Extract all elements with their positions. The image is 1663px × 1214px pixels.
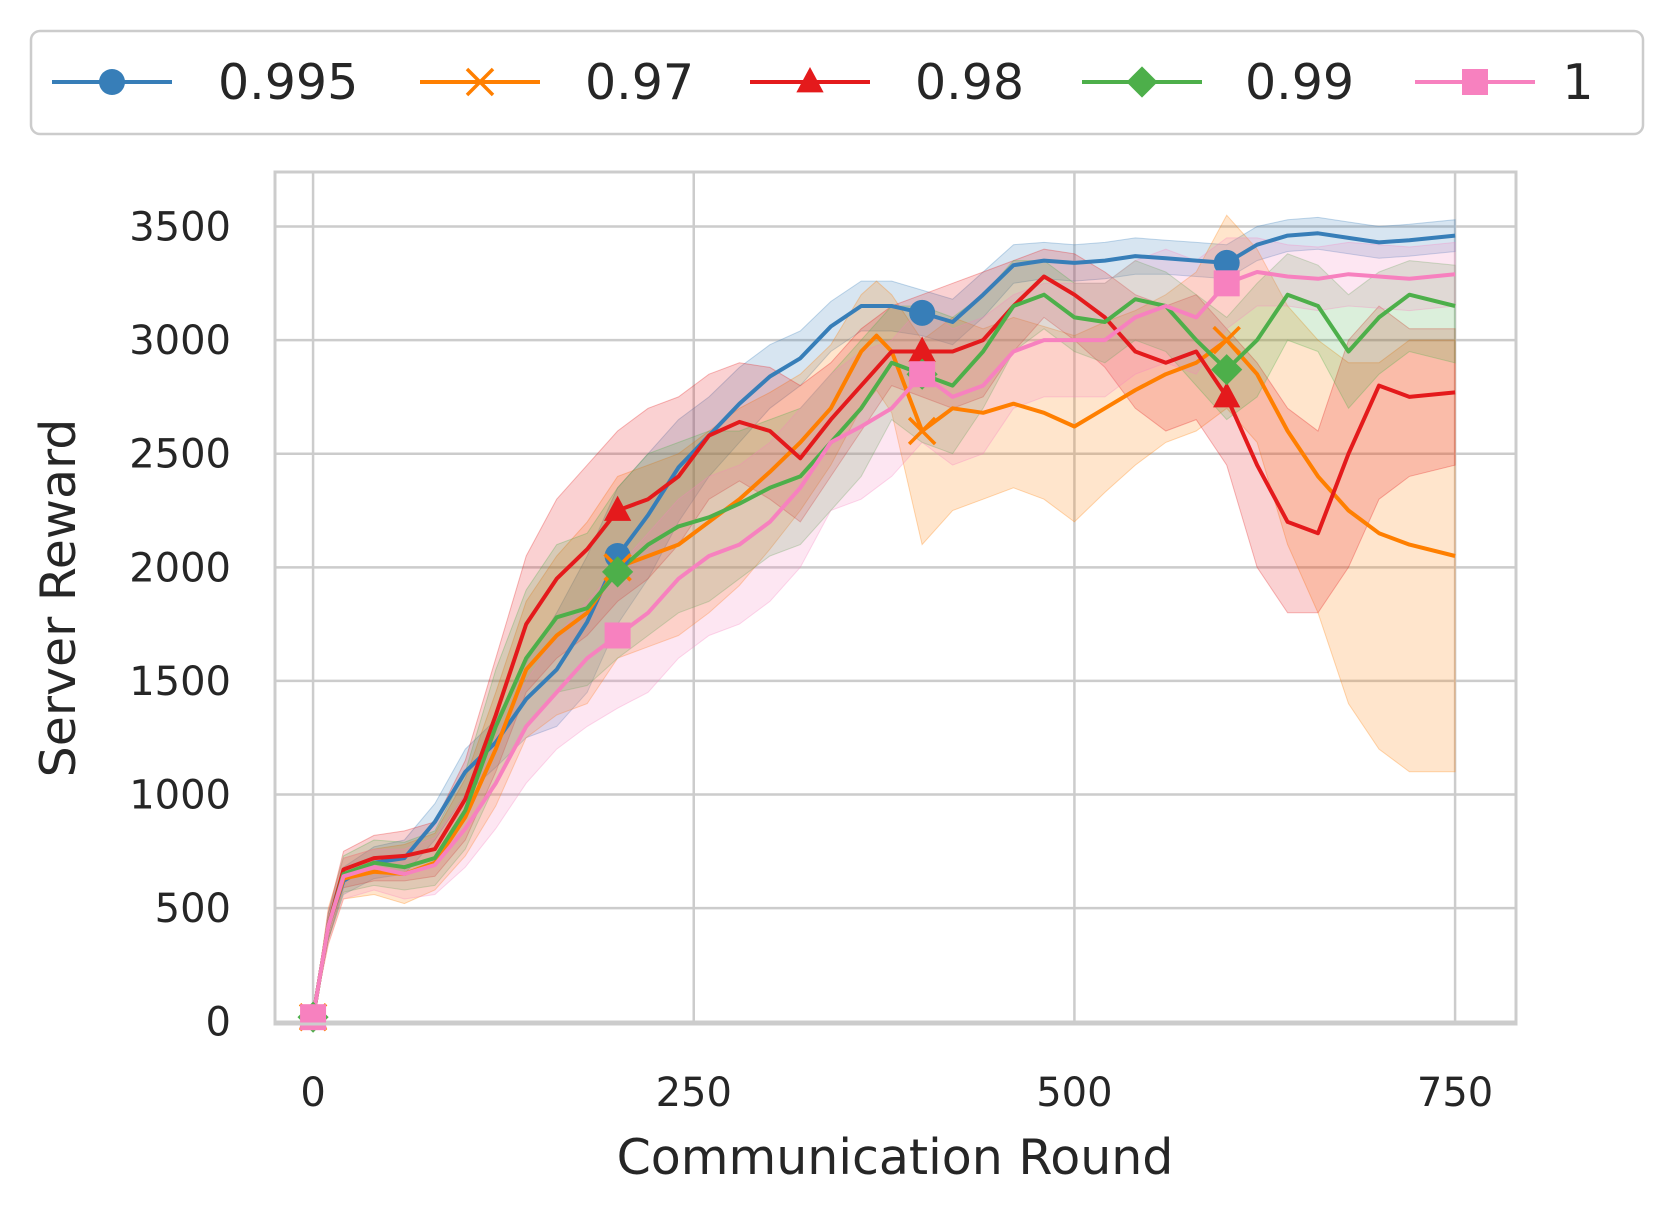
marker-0-99 <box>1211 354 1243 386</box>
marker-0-99 <box>602 556 634 588</box>
marker-0-995 <box>909 299 936 326</box>
legend-marker <box>465 67 495 97</box>
marker-0-995 <box>1213 249 1240 276</box>
marker-1 <box>300 1004 327 1031</box>
y-tick-label: 3500 <box>129 205 231 251</box>
legend-label: 0.99 <box>1245 54 1354 111</box>
legend-label: 0.995 <box>218 54 358 111</box>
plot-area <box>275 172 1516 1024</box>
legend: 0.995 0.97 0.98 0.99 1 <box>29 29 1645 136</box>
legend-label: 0.97 <box>585 54 694 111</box>
legend-marker <box>1462 69 1488 95</box>
marker-1 <box>604 622 631 649</box>
y-axis-label: Server Reward <box>30 419 87 778</box>
series-line-0-995 <box>311 231 1456 1018</box>
legend-label: 0.98 <box>915 54 1024 111</box>
y-tick-label: 3000 <box>129 318 231 364</box>
series-line-1 <box>311 270 1456 1018</box>
legend-marker <box>1126 66 1158 98</box>
x-tick-label: 500 <box>1036 1070 1112 1116</box>
series-line-0-99 <box>311 292 1456 1018</box>
legend-entry-0-99: 0.99 <box>1082 54 1354 111</box>
y-tick-label: 2000 <box>129 545 231 591</box>
marker-1 <box>1213 270 1240 297</box>
marker-1 <box>909 361 936 388</box>
grid <box>275 172 1516 1024</box>
marker-0-97 <box>907 416 937 446</box>
series-lines <box>311 231 1456 1018</box>
marker-0-98 <box>603 495 632 521</box>
series-line-0-98 <box>311 274 1456 1018</box>
x-axis-ticks: 0 250 500 750 <box>300 1070 1493 1116</box>
marker-0-97 <box>1212 325 1241 355</box>
plot-frame <box>273 170 1518 1026</box>
y-tick-label: 0 <box>206 1000 231 1046</box>
legend-label: 1 <box>1562 54 1593 111</box>
x-tick-label: 750 <box>1417 1070 1493 1116</box>
legend-entry-0-995: 0.995 <box>52 54 358 111</box>
y-tick-label: 1500 <box>129 659 231 705</box>
series-markers <box>297 249 1243 1033</box>
y-tick-label: 1000 <box>129 773 231 819</box>
y-axis-ticks: 0 500 1000 1500 2000 2500 3000 3500 <box>129 205 231 1046</box>
marker-0-98 <box>908 336 936 362</box>
y-tick-label: 500 <box>155 886 231 932</box>
x-tick-label: 250 <box>656 1070 732 1116</box>
y-tick-label: 2500 <box>129 432 231 478</box>
legend-marker <box>99 69 125 95</box>
band-0-98 <box>312 248 1456 1018</box>
legend-entry-1: 1 <box>1415 54 1594 111</box>
marker-0-98 <box>1213 381 1241 408</box>
legend-marker <box>796 67 824 93</box>
legend-entry-0-97: 0.97 <box>420 54 694 111</box>
legend-entry-0-98: 0.98 <box>750 54 1024 111</box>
x-tick-label: 0 <box>300 1070 325 1116</box>
x-axis-label: Communication Round <box>617 1129 1174 1186</box>
